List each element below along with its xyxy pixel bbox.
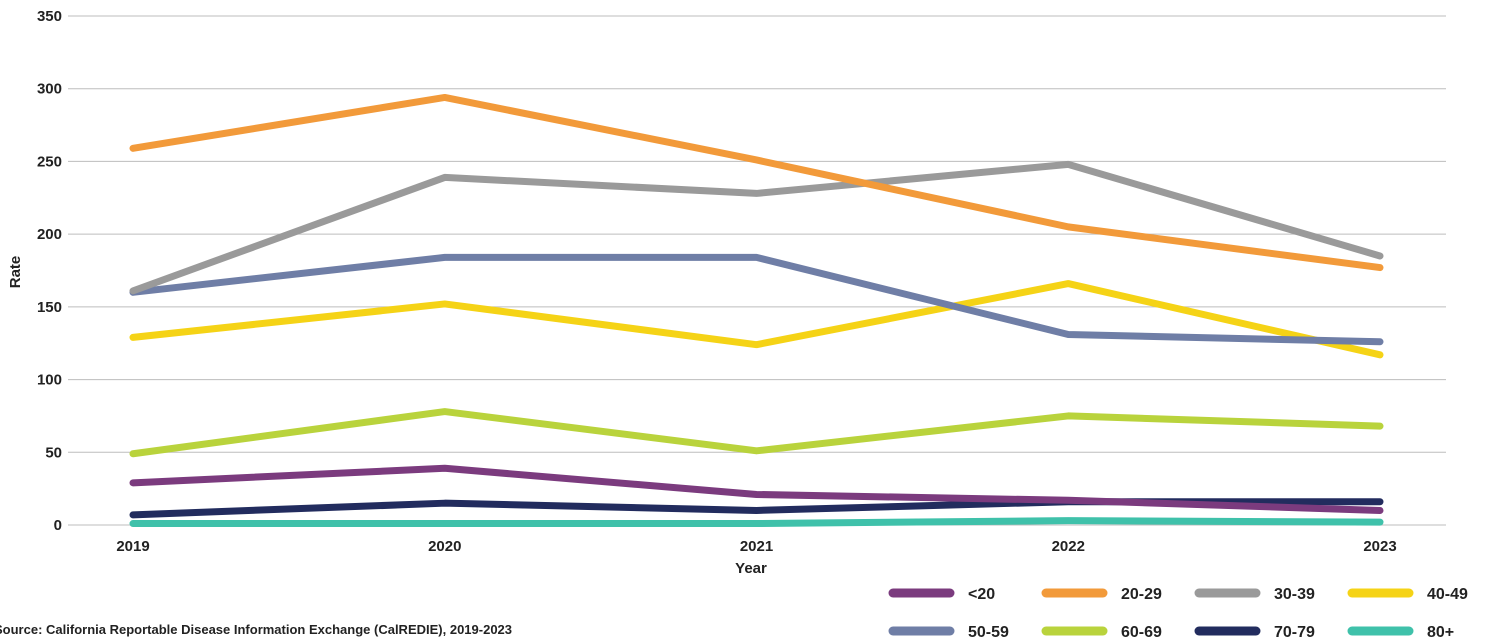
- y-tick-label: 200: [37, 226, 62, 243]
- legend-item: <20: [888, 586, 995, 603]
- x-tick-label: 2020: [428, 538, 461, 555]
- y-tick-label: 300: [37, 81, 62, 98]
- series-lines: [129, 93, 1384, 528]
- y-tick-label: 0: [54, 517, 62, 534]
- y-tick-label: 350: [37, 8, 62, 25]
- source-label: Source:: [0, 622, 43, 637]
- series-line-50-59: [129, 253, 1384, 346]
- series-line-30-39: [129, 160, 1384, 295]
- legend-item: 80+: [1347, 624, 1454, 641]
- y-axis-title: Rate: [7, 256, 24, 289]
- x-axis-title: Year: [735, 560, 767, 577]
- series-line-20-29: [129, 93, 1384, 272]
- legend-label: <20: [968, 586, 995, 603]
- legend-label: 50-59: [968, 624, 1009, 641]
- source-text: California Reportable Disease Informatio…: [46, 622, 513, 637]
- y-tick-label: 50: [45, 444, 62, 461]
- x-tick-label: 2019: [116, 538, 149, 555]
- series-line-60-69: [129, 408, 1384, 458]
- legend-item: 20-29: [1041, 586, 1162, 603]
- series-line-<20: [129, 464, 1384, 514]
- y-tick-label: 150: [37, 299, 62, 316]
- legend-item: 60-69: [1041, 624, 1162, 641]
- source-note: Source: California Reportable Disease In…: [0, 622, 512, 637]
- legend: <20 20-29 30-39 40-49 50-59 60-69 70-79 80+: [888, 586, 1468, 641]
- legend-label: 20-29: [1121, 586, 1162, 603]
- legend-item: 40-49: [1347, 586, 1468, 603]
- y-tick-label: 250: [37, 153, 62, 170]
- x-tick-label: 2022: [1052, 538, 1085, 555]
- x-tick-label: 2023: [1363, 538, 1396, 555]
- y-tick-label: 100: [37, 372, 62, 389]
- legend-label: 40-49: [1427, 586, 1468, 603]
- legend-label: 70-79: [1274, 624, 1315, 641]
- legend-label: 60-69: [1121, 624, 1162, 641]
- x-tick-label: 2021: [740, 538, 773, 555]
- legend-item: 50-59: [888, 624, 1009, 641]
- legend-label: 80+: [1427, 624, 1454, 641]
- legend-label: 30-39: [1274, 586, 1315, 603]
- legend-item: 70-79: [1194, 624, 1315, 641]
- series-line-40-49: [129, 280, 1384, 359]
- legend-item: 30-39: [1194, 586, 1315, 603]
- x-tick-labels: 2019 2020 2021 2022 2023: [116, 538, 1396, 555]
- y-tick-labels: 0 50 100 150 200 250 300 350: [37, 8, 62, 534]
- series-line-80+: [129, 517, 1384, 528]
